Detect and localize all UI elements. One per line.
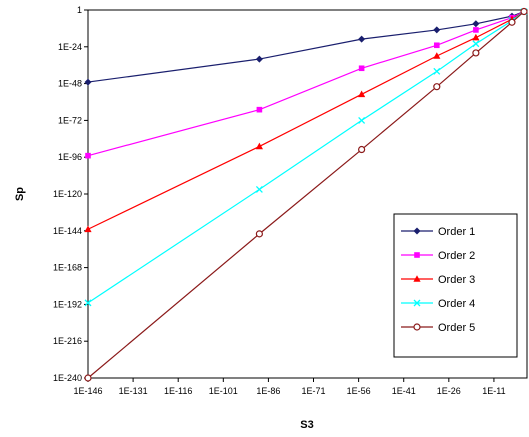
legend-marker [413,323,421,331]
x-tick-label: 1E-11 [482,386,505,396]
data-point [358,35,366,43]
legend-label: Order 1 [438,226,475,238]
y-tick-label: 1E-216 [53,336,82,346]
legend-label: Order 2 [438,250,475,262]
data-point [84,299,92,307]
data-point [256,106,263,113]
data-point [358,65,365,72]
data-point [358,116,366,124]
legend-item: Order 2 [401,250,475,262]
data-point [472,33,480,41]
legend-item: Order 1 [401,226,475,238]
y-tick-label: 1E-48 [58,79,82,89]
data-point [433,42,440,49]
y-tick-label: 1E-192 [53,299,82,309]
series-layer [84,7,528,382]
data-point [433,52,441,59]
y-tick-label: 1E-72 [58,115,82,125]
series-5 [84,7,528,382]
data-point [472,20,480,28]
data-point [508,18,516,26]
x-tick-label: 1E-41 [392,386,416,396]
legend-items: Order 1 Order 2 Order 3 Order 4 Order 5 [401,226,475,334]
data-point [433,67,441,75]
legend-label: Order 5 [438,322,475,334]
data-point [84,78,92,86]
data-point [433,83,441,91]
y-axis-title: Sp [14,187,26,201]
data-point [520,7,528,16]
data-point [472,49,480,57]
data-point [473,27,479,33]
legend-label: Order 4 [438,298,475,310]
legend-item: Order 3 [401,274,475,286]
legend: Order 1 Order 2 Order 3 Order 4 Order 5 [393,213,518,358]
legend-box [393,213,518,358]
legend-marker [413,275,421,282]
x-axis-title: S3 [300,419,313,431]
x-tick-label: 1E-26 [437,386,461,396]
y-tick-label: 1E-168 [53,263,82,273]
y-tick-label: 1E-24 [58,42,82,52]
data-point [84,225,92,233]
data-point [255,230,263,238]
legend-item: Order 5 [401,322,475,334]
x-tick-label: 1E-146 [73,386,102,396]
data-point [472,40,480,48]
y-axis: 1 1E-24 1E-48 1E-72 1E-96 1E-120 1E-144 1E-168 1… [53,5,88,383]
data-point [255,55,263,63]
legend-item: Order 4 [401,298,475,310]
data-point [255,142,263,150]
data-point [358,145,366,154]
y-tick-label: 1E-96 [58,152,82,162]
x-tick-label: 1E-86 [256,386,280,396]
data-point [433,26,441,34]
data-point [85,152,91,159]
x-axis: 1E-146 1E-131 1E-116 1E-101 1E-86 1E-71 1E-56 1… [73,378,506,396]
legend-marker [413,227,421,235]
x-tick-label: 1E-131 [119,386,148,396]
y-tick-label: 1E-120 [53,189,82,199]
data-point [255,185,263,193]
data-point [84,374,92,382]
x-tick-label: 1E-101 [209,386,238,396]
legend-marker [414,252,420,258]
y-tick-label: 1E-240 [53,373,82,383]
y-tick-label: 1E-144 [53,226,82,236]
data-point [358,90,366,98]
x-tick-label: 1E-71 [301,386,325,396]
legend-marker [413,299,421,307]
y-tick-label: 1 [77,5,82,15]
x-tick-label: 1E-116 [164,386,192,396]
legend-label: Order 3 [438,274,475,286]
x-tick-label: 1E-56 [347,386,371,396]
